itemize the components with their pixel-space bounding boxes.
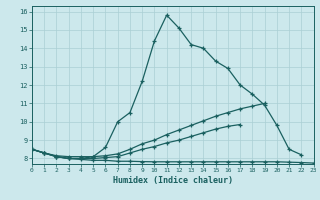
- X-axis label: Humidex (Indice chaleur): Humidex (Indice chaleur): [113, 176, 233, 185]
